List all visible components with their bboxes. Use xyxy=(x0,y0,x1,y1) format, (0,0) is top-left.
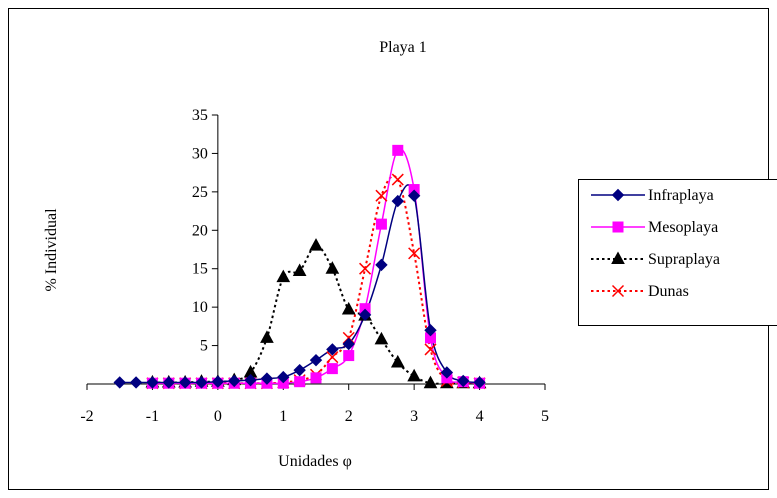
data-point-mesoplaya xyxy=(294,376,306,388)
marker-stroke xyxy=(326,351,339,364)
marker-stroke xyxy=(391,173,404,186)
x-tick-label: 1 xyxy=(279,408,287,425)
legend-marker xyxy=(611,284,625,298)
data-point-supraplaya xyxy=(423,375,438,389)
data-point-infraplaya xyxy=(473,376,486,389)
data-point-infraplaya xyxy=(424,323,437,337)
data-point-infraplaya xyxy=(375,258,388,272)
x-tick-label: 0 xyxy=(214,408,222,425)
data-point-supraplaya xyxy=(390,354,405,368)
data-point-supraplaya xyxy=(341,301,356,315)
data-point-supraplaya xyxy=(309,238,323,251)
legend-label-supraplaya: Supraplaya xyxy=(648,251,720,268)
data-point-mesoplaya xyxy=(392,144,404,156)
x-tick-label: 4 xyxy=(476,408,484,425)
data-point-infraplaya xyxy=(391,194,404,208)
data-point-mesoplaya xyxy=(375,218,387,230)
y-tick-label: 20 xyxy=(192,222,208,239)
marker-stroke xyxy=(408,247,421,260)
data-point-dunas xyxy=(408,247,421,260)
data-point-infraplaya xyxy=(146,376,159,389)
legend-marker xyxy=(612,221,624,233)
legend-box xyxy=(578,179,777,326)
y-tick-label: 35 xyxy=(192,107,208,124)
data-point-infraplaya xyxy=(228,374,241,388)
marker-stroke xyxy=(611,284,625,298)
data-point-infraplaya xyxy=(260,372,274,385)
series-line-supraplaya xyxy=(152,244,480,385)
data-point-infraplaya xyxy=(178,376,192,389)
data-point-dunas xyxy=(424,343,437,356)
legend-label-dunas: Dunas xyxy=(648,283,689,300)
series-layer xyxy=(113,144,487,390)
data-point-supraplaya xyxy=(407,368,421,382)
chart-title: Playa 1 xyxy=(379,39,427,56)
y-tick-label: 25 xyxy=(192,184,208,201)
x-tick-label: 5 xyxy=(541,408,549,425)
data-point-supraplaya xyxy=(325,261,340,274)
data-point-mesoplaya xyxy=(326,363,338,375)
data-point-supraplaya xyxy=(276,269,291,283)
x-tick-label: 2 xyxy=(345,408,353,425)
x-axis-label: Unidades φ xyxy=(278,453,352,470)
data-point-infraplaya xyxy=(407,189,421,202)
data-point-supraplaya xyxy=(260,330,274,343)
data-point-mesoplaya xyxy=(310,372,322,384)
data-point-infraplaya xyxy=(342,337,355,351)
x-tick-label: 3 xyxy=(410,408,418,425)
data-point-infraplaya xyxy=(244,373,257,387)
data-point-supraplaya xyxy=(374,331,389,345)
data-point-mesoplaya xyxy=(343,350,355,362)
data-point-dunas xyxy=(375,189,388,202)
data-point-infraplaya xyxy=(440,366,454,379)
data-point-infraplaya xyxy=(277,370,290,384)
y-tick-label: 15 xyxy=(192,261,208,278)
data-point-supraplaya xyxy=(292,263,307,277)
data-point-infraplaya xyxy=(129,376,143,389)
data-point-infraplaya xyxy=(113,376,126,389)
data-point-dunas xyxy=(326,351,339,364)
legend: Infraplaya Mesoplaya Supraplaya Dunas xyxy=(578,179,777,326)
data-point-infraplaya xyxy=(358,308,372,322)
legend-marker xyxy=(611,188,625,202)
marker-stroke xyxy=(375,189,388,202)
data-point-infraplaya xyxy=(326,343,339,356)
legend-label-mesoplaya: Mesoplaya xyxy=(648,219,718,236)
x-tick-label: -2 xyxy=(80,408,93,425)
data-point-infraplaya xyxy=(293,363,306,377)
marker-stroke xyxy=(424,343,437,356)
data-point-infraplaya xyxy=(309,353,323,367)
y-axis-label: % Individual xyxy=(43,208,60,292)
data-point-dunas xyxy=(391,173,404,186)
legend-marker xyxy=(611,251,625,264)
x-tick-label: -1 xyxy=(146,408,159,425)
data-point-dunas xyxy=(359,262,372,275)
data-point-infraplaya xyxy=(211,375,225,388)
y-tick-label: 30 xyxy=(192,145,208,162)
data-point-infraplaya xyxy=(195,376,208,389)
y-tick-label: 10 xyxy=(192,299,208,316)
y-tick-label: 5 xyxy=(200,338,208,355)
legend-label-infraplaya: Infraplaya xyxy=(648,187,714,204)
data-point-infraplaya xyxy=(162,376,175,389)
data-point-infraplaya xyxy=(457,374,470,388)
marker-stroke xyxy=(359,262,372,275)
